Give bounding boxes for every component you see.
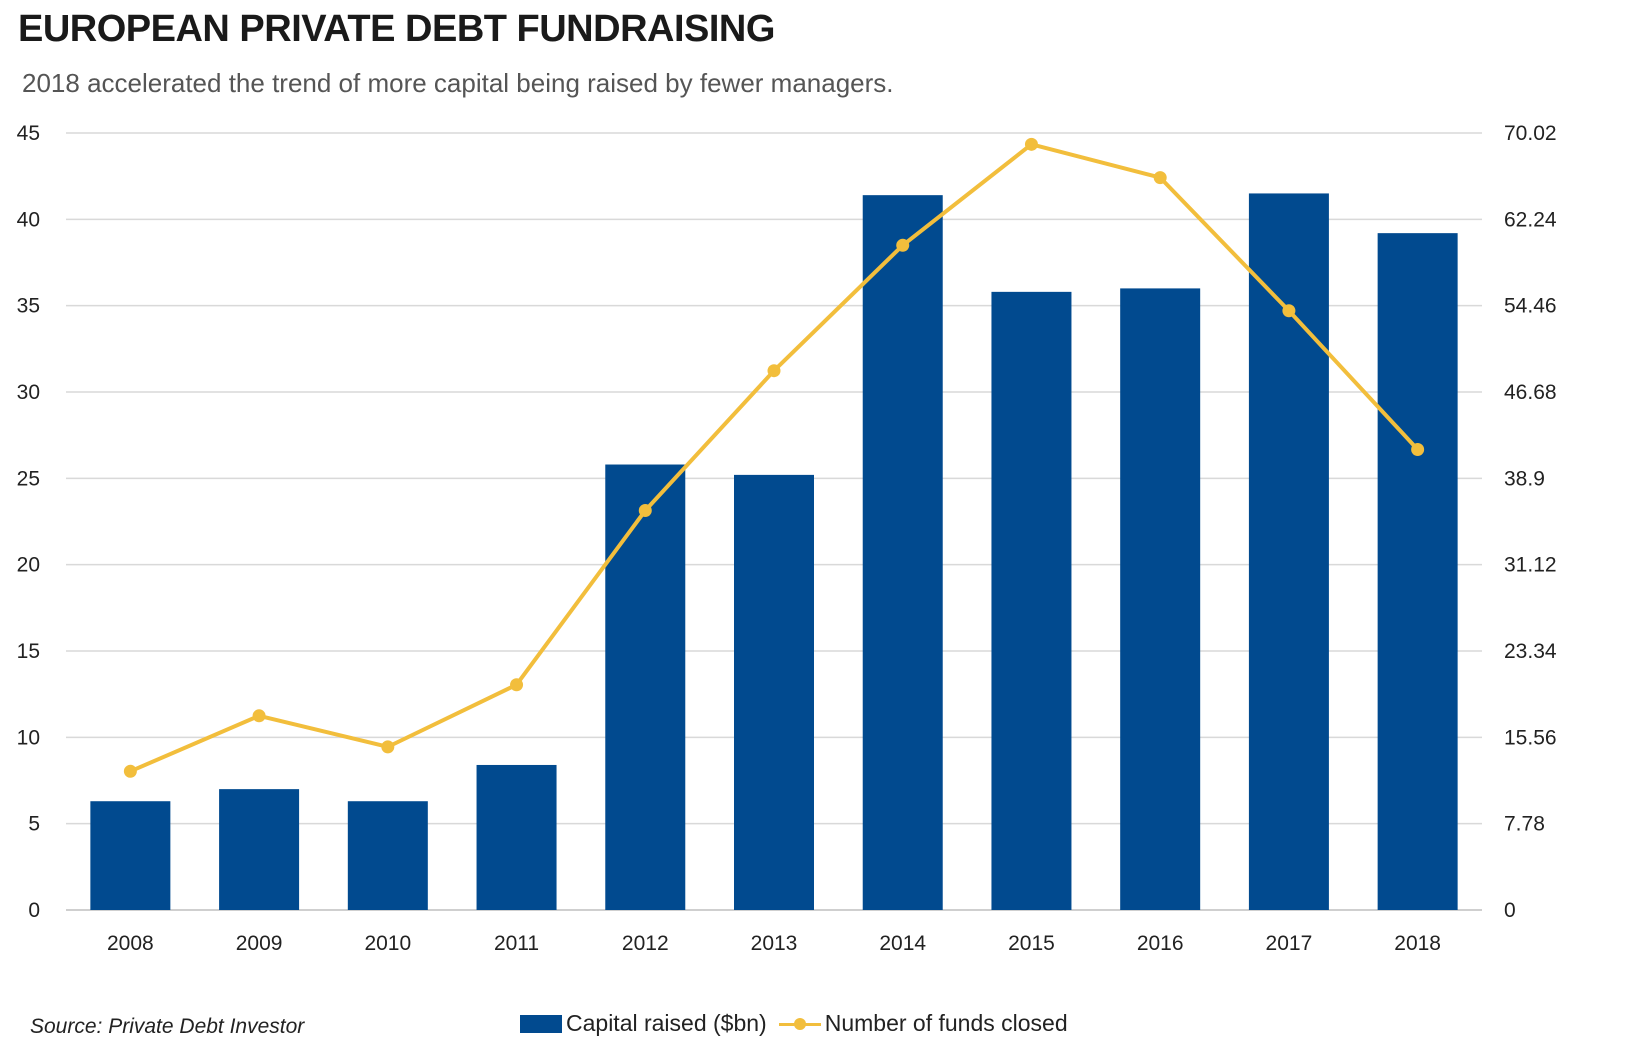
y-right-tick-label: 62.24 — [1504, 208, 1557, 231]
line-point — [638, 504, 652, 518]
x-tick-label: 2014 — [879, 932, 926, 955]
y-right-tick-label: 0 — [1504, 899, 1516, 922]
line-point — [252, 709, 266, 723]
y-left-tick-label: 5 — [28, 813, 40, 836]
y-left-tick-label: 20 — [17, 554, 40, 577]
legend-swatch-bar — [520, 1014, 562, 1033]
left-axis: 0 5 10 15 20 25 30 35 40 45 — [17, 122, 40, 922]
legend-swatch-line — [778, 1015, 821, 1033]
x-tick-label: 2013 — [751, 932, 798, 955]
x-tick-label: 2010 — [364, 932, 411, 955]
bar — [734, 474, 814, 910]
y-left-tick-label: 40 — [17, 208, 40, 231]
x-tick-label: 2012 — [622, 932, 669, 955]
y-right-tick-label: 23.34 — [1504, 640, 1557, 663]
y-right-tick-label: 46.68 — [1504, 381, 1557, 404]
bar — [1120, 288, 1201, 910]
line-point — [896, 238, 910, 252]
y-right-tick-label: 70.02 — [1504, 122, 1557, 145]
line-point — [767, 364, 781, 378]
y-left-tick-label: 15 — [17, 640, 40, 663]
bar — [90, 801, 171, 910]
x-axis: 2008 2009 2010 2011 2012 2013 2014 2015 2016 2017… — [107, 932, 1441, 955]
legend-label-capital: Capital raised ($bn) — [566, 1010, 767, 1036]
y-right-tick-label: 31.12 — [1504, 554, 1557, 577]
bar — [862, 195, 943, 910]
line-point — [510, 678, 524, 692]
y-left-tick-label: 45 — [17, 122, 40, 145]
line-point — [1153, 171, 1167, 185]
right-axis: 0 7.78 15.56 23.34 31.12 38.9 46.68 54.46 62.24 7… — [1504, 122, 1557, 922]
line-series — [123, 137, 1425, 778]
line-point — [1282, 304, 1296, 318]
bar — [1248, 193, 1329, 910]
y-right-tick-label: 38.9 — [1504, 467, 1545, 490]
x-tick-label: 2008 — [107, 932, 154, 955]
x-tick-label: 2018 — [1394, 932, 1441, 955]
x-tick-label: 2016 — [1137, 932, 1184, 955]
x-tick-label: 2009 — [236, 932, 283, 955]
line-point — [1024, 137, 1038, 151]
y-left-tick-label: 35 — [17, 295, 40, 318]
legend: Capital raised ($bn) Number of funds clo… — [520, 1010, 1080, 1037]
bar — [219, 789, 300, 910]
line-point — [123, 764, 137, 778]
bars — [90, 193, 1458, 910]
line-point — [1411, 442, 1425, 456]
legend-item-funds: Number of funds closed — [778, 1010, 1068, 1037]
source-note: Source: Private Debt Investor — [30, 1015, 305, 1038]
y-left-tick-label: 0 — [28, 899, 40, 922]
x-tick-label: 2015 — [1008, 932, 1055, 955]
y-left-tick-label: 25 — [17, 467, 40, 490]
bar — [476, 764, 557, 910]
y-left-tick-label: 10 — [17, 726, 40, 749]
y-left-tick-label: 30 — [17, 381, 40, 404]
x-tick-label: 2011 — [494, 932, 539, 955]
legend-item-capital: Capital raised ($bn) — [520, 1010, 767, 1037]
bar — [605, 464, 686, 910]
x-tick-label: 2017 — [1266, 932, 1313, 955]
y-right-tick-label: 15.56 — [1504, 726, 1557, 749]
bar — [347, 801, 428, 910]
y-right-tick-label: 54.46 — [1504, 295, 1557, 318]
chart-title: EUROPEAN PRIVATE DEBT FUNDRAISING — [18, 8, 775, 50]
line-point — [381, 740, 395, 754]
bar — [991, 291, 1072, 910]
y-right-tick-label: 7.78 — [1504, 813, 1545, 836]
legend-label-funds: Number of funds closed — [824, 1010, 1068, 1036]
chart-subtitle: 2018 accelerated the trend of more capit… — [22, 68, 894, 98]
bar — [1377, 233, 1458, 910]
